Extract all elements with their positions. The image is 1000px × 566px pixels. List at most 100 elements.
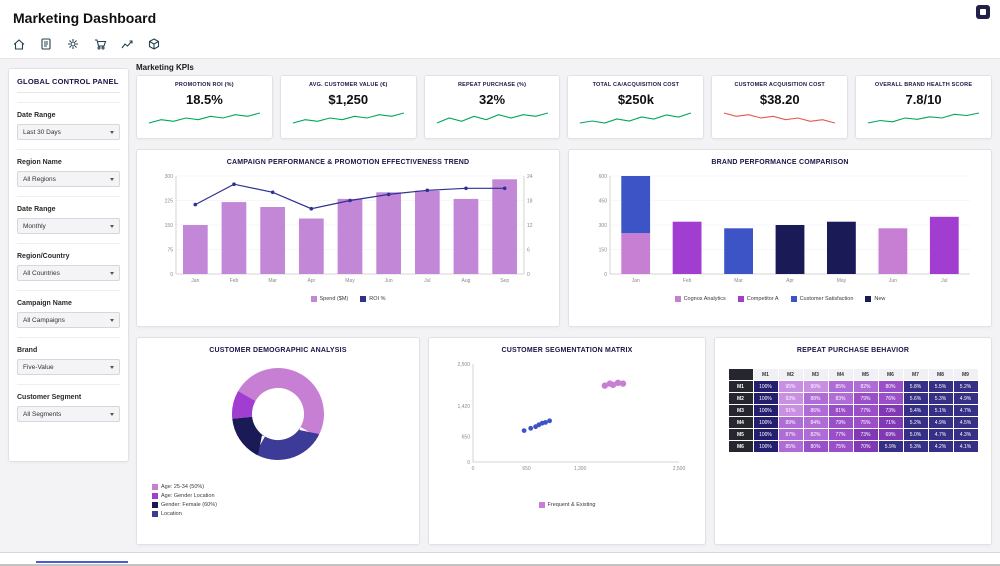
chevron-down-icon (110, 271, 114, 275)
heatmap-row-header: M6 (728, 441, 753, 452)
select-value: Five-Value (23, 363, 54, 371)
heatmap-col-header: M1 (753, 369, 778, 380)
select-value: Last 30 Days (23, 128, 61, 136)
heatmap-cell: 4.9% (928, 417, 953, 428)
campaign-performance-chart: 0 75 150 225 300 0 6 12 18 24 Jan Feb Mar Apr May Jun Ju… (142, 168, 554, 292)
legend-item: Location (152, 511, 414, 517)
svg-text:Jul: Jul (424, 278, 430, 284)
legend-swatch (310, 296, 317, 302)
kpi-value: $250k (617, 92, 654, 107)
filter-label: Date Range (17, 112, 56, 119)
heatmap-col-header: M6 (878, 369, 903, 380)
kpi-title: CUSTOMER ACQUISITION COST (734, 82, 825, 88)
sparkline-svg (292, 112, 404, 124)
select-value: All Countries (23, 269, 60, 277)
svg-text:Jan: Jan (191, 278, 199, 284)
filter-date-range: Date Range Last 30 Days (17, 102, 120, 140)
brand-select[interactable]: Five-Value (17, 359, 120, 375)
kpi-sparkline (141, 111, 268, 125)
chevron-down-icon (110, 224, 114, 228)
chevron-down-icon (110, 365, 114, 369)
select-value: All Campaigns (23, 316, 65, 324)
svg-text:Jan: Jan (632, 278, 640, 284)
toolbar (10, 35, 163, 55)
heatmap-cell: 77% (828, 429, 853, 440)
customer-demographic-donut (142, 356, 414, 478)
legend-item: New (865, 296, 885, 302)
legend-item: Customer Satisfaction (790, 296, 853, 302)
kpi-value: 18.5% (185, 92, 223, 107)
svg-text:12: 12 (527, 223, 533, 229)
svg-text:0: 0 (467, 460, 470, 466)
heatmap-col-header: M5 (853, 369, 878, 380)
settings-icon[interactable] (64, 35, 82, 53)
chart-title: REPEAT PURCHASE BEHAVIOR (796, 347, 910, 354)
heatmap-cell: 89% (778, 417, 803, 428)
kpi-row: PROMOTION ROI (%) 18.5% AVG. CUSTOMER VA… (136, 75, 992, 139)
customer-segment-select[interactable]: All Segments (17, 406, 120, 422)
home-icon[interactable] (10, 35, 28, 53)
svg-text:Aug: Aug (462, 278, 471, 284)
scatter-chart-svg: 0 650 1,300 2,500 0 650 1,420 2,500 (457, 362, 685, 472)
region-country-select[interactable]: All Countries (17, 265, 120, 281)
chart-title: CAMPAIGN PERFORMANCE & PROMOTION EFFECTI… (226, 159, 470, 166)
legend-item: ROI % (360, 296, 385, 302)
cart-icon[interactable] (91, 35, 109, 53)
filter-label: Brand (17, 347, 38, 354)
date-range-select[interactable]: Last 30 Days (17, 124, 120, 140)
global-control-panel: GLOBAL CONTROL PANEL Date Range Last 30 … (8, 68, 129, 462)
footer-bar (0, 552, 1000, 566)
legend-item: Competitor A (737, 296, 779, 302)
svg-text:650: 650 (462, 434, 471, 440)
heatmap-cell: 73% (853, 429, 878, 440)
chevron-down-icon (110, 130, 114, 134)
trend-icon[interactable] (118, 35, 136, 53)
heatmap-cell: 5.3% (903, 441, 928, 452)
legend-swatch (152, 502, 158, 508)
heatmap-col-header: M7 (903, 369, 928, 380)
demographic-legend: Age: 25-34 (50%) Age: Gender Location Ge… (152, 484, 414, 517)
svg-text:6: 6 (527, 247, 530, 253)
segmentation-legend: Frequent & Existing (434, 502, 700, 508)
svg-text:Feb: Feb (230, 278, 239, 284)
heatmap-cell: 100% (753, 417, 778, 428)
region-name-select[interactable]: All Regions (17, 171, 120, 187)
legend-item: Age: Gender Location (152, 493, 414, 499)
filter-label: Region/Country (17, 253, 70, 260)
kpi-sparkline (716, 111, 843, 125)
chevron-down-icon (110, 318, 114, 322)
heatmap-cell: 5.6% (903, 393, 928, 404)
repeat-purchase-heatmap: M1 M2 M3 M4 M5 M6 M7 M8 M9 M1 100% 95% 90% 85% 82% 80% 5… (720, 368, 986, 453)
legend-label: New (874, 296, 886, 302)
repeat-purchase-chart-card: REPEAT PURCHASE BEHAVIOR M1 M2 M3 M4 M5 M6 M7 M… (714, 337, 992, 545)
heatmap-row-header: M1 (728, 381, 753, 392)
report-icon[interactable] (37, 35, 55, 53)
svg-text:May: May (837, 278, 847, 284)
kpi-title: PROMOTION ROI (%) (175, 82, 234, 88)
svg-text:Feb: Feb (683, 278, 692, 284)
date-granularity-select[interactable]: Monthly (17, 218, 120, 234)
svg-text:Jun: Jun (889, 278, 897, 284)
campaign-name-select[interactable]: All Campaigns (17, 312, 120, 328)
donut-chart-svg (232, 368, 324, 460)
kpi-title: AVG. CUSTOMER VALUE (€) (308, 82, 388, 88)
heatmap-cell: 5.8% (903, 381, 928, 392)
svg-text:24: 24 (527, 174, 533, 180)
heatmap-cell: 75% (853, 417, 878, 428)
chart-title: CUSTOMER SEGMENTATION MATRIX (501, 347, 633, 354)
heatmap-row-header: M5 (728, 429, 753, 440)
legend-swatch (538, 502, 545, 508)
package-icon[interactable] (145, 35, 163, 53)
heatmap-corner (728, 369, 753, 380)
heatmap-cell: 5.9% (878, 441, 903, 452)
heatmap-cell: 4.9% (953, 393, 978, 404)
kpi-value: 7.8/10 (905, 92, 942, 107)
filter-label: Customer Segment (17, 394, 82, 401)
titlebar-app-button[interactable] (976, 5, 990, 19)
select-value: All Regions (23, 175, 56, 183)
chart-title: BRAND PERFORMANCE COMPARISON (711, 159, 849, 166)
heatmap-row-header: M2 (728, 393, 753, 404)
campaign-performance-chart-card: CAMPAIGN PERFORMANCE & PROMOTION EFFECTI… (136, 149, 560, 327)
svg-text:Apr: Apr (307, 278, 315, 284)
heatmap-col-header: M2 (778, 369, 803, 380)
